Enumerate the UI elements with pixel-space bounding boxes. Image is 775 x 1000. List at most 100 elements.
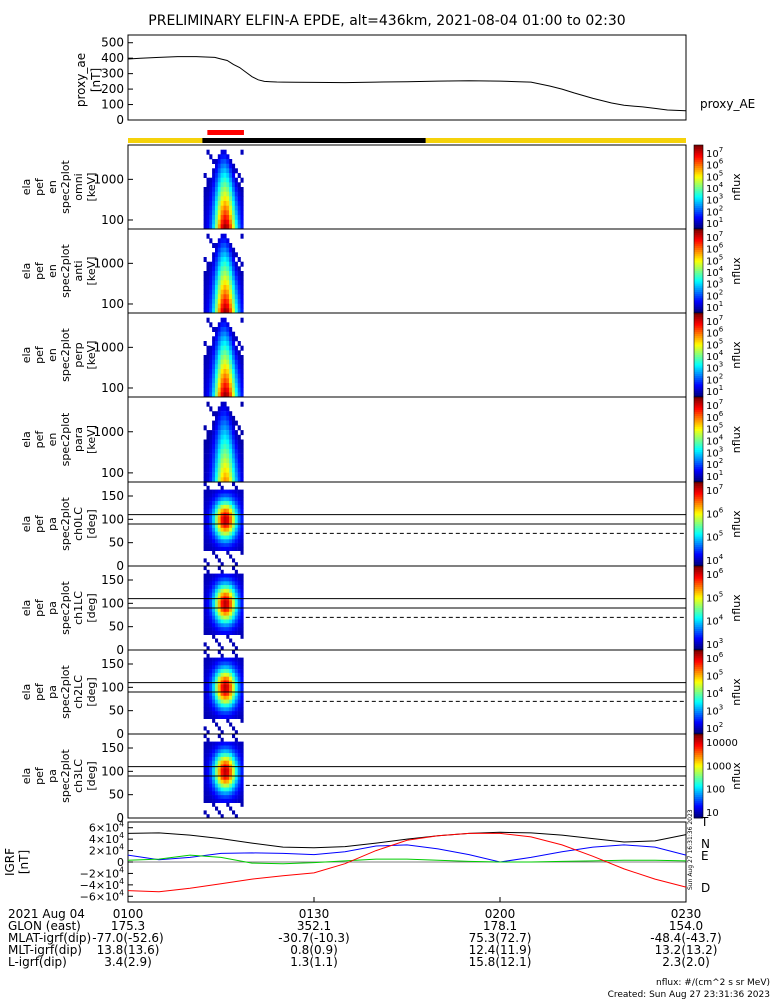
spec-cell (240, 275, 244, 281)
spec-cell (226, 619, 230, 624)
spec-ylabel: [deg] (85, 677, 98, 706)
colorbar-segment (694, 721, 703, 724)
proxy-ae-ytick-label: 0 (116, 113, 124, 127)
colorbar-segment (694, 155, 703, 158)
igrf-ylabel-unit: [nT] (17, 850, 31, 874)
spec-cell (215, 661, 219, 666)
spec-cell (226, 364, 230, 370)
spec-cell (220, 749, 224, 754)
spec-cell (212, 504, 216, 509)
spec-cell (209, 688, 213, 693)
spec-cell (220, 795, 224, 800)
spec-cell (240, 703, 244, 708)
spec-cell (206, 369, 210, 374)
spec-cell (206, 707, 210, 712)
spec-ytick-label: 1000 (93, 425, 124, 439)
spec-cell (212, 439, 216, 445)
spec-cell (206, 463, 210, 469)
spec-cell (220, 627, 224, 632)
spec-cell (215, 695, 219, 700)
spec-cell (226, 387, 230, 393)
spec-cell (229, 520, 233, 525)
spec-cell (226, 497, 230, 502)
spec-cell (226, 430, 230, 436)
colorbar-segment (694, 424, 703, 428)
spec-cell (206, 472, 210, 478)
spec-cell (237, 585, 241, 590)
spec-cell (232, 359, 236, 365)
spec-cell (226, 210, 230, 216)
footer-value: 0230 (671, 907, 702, 921)
spec-cell (229, 600, 233, 605)
spec-cell (212, 378, 216, 384)
spec-cell (232, 285, 236, 290)
spec-cell (223, 392, 227, 398)
spec-cell (217, 642, 221, 647)
spec-cell (206, 615, 210, 620)
spec-cell (240, 401, 244, 407)
spec-cell (206, 182, 210, 188)
spec-cell (203, 615, 207, 620)
spec-cell (220, 623, 224, 628)
spec-cell (232, 692, 236, 697)
spec-cell (229, 695, 233, 700)
spec-cell (226, 168, 230, 174)
spec-cell (217, 566, 221, 571)
spec-cell (226, 243, 230, 248)
spec-cell (203, 661, 207, 666)
spec-cell (206, 688, 210, 693)
spec-cell (215, 369, 219, 374)
spec-cell (215, 776, 219, 781)
colorbar-tick-label: 104 (706, 614, 724, 628)
spec-cell (215, 501, 219, 506)
spec-cell (226, 501, 230, 506)
colorbar-segment (694, 382, 703, 385)
spec-cell (234, 562, 238, 567)
spec-cell (212, 714, 216, 719)
spec-cell (234, 730, 238, 735)
spec-cell (203, 520, 207, 525)
spec-cell (209, 630, 213, 635)
spec-cell (206, 753, 210, 758)
spec-cell (226, 289, 230, 295)
colorbar-segment (694, 458, 703, 462)
spec-cell (223, 600, 227, 605)
spec-cell (217, 439, 221, 445)
spec-cell (215, 243, 219, 248)
spec-cell (209, 497, 213, 502)
spec-cell (229, 588, 233, 593)
spec-cell (220, 768, 224, 773)
spec-cell (217, 734, 221, 739)
spec-cell (232, 520, 236, 525)
spec-cell (232, 247, 236, 253)
spec-cell (215, 627, 219, 632)
spec-cell (232, 448, 236, 454)
spec-cell (232, 524, 236, 529)
colorbar-segment (694, 250, 703, 253)
spec-cell (226, 539, 230, 544)
colorbar-segment (694, 654, 703, 657)
spec-panel-3 (127, 396, 704, 483)
spec-cell (226, 159, 230, 164)
colorbar-segment (694, 176, 703, 179)
spec-cell (223, 745, 227, 750)
colorbar-segment (694, 633, 703, 636)
spec-cell (215, 745, 219, 750)
spec-cell (217, 373, 221, 379)
colorbar-segment (694, 163, 703, 167)
spec-cell (237, 369, 241, 374)
colorbar-segment (694, 555, 703, 558)
colorbar-segment (694, 807, 703, 810)
colorbar-segment (694, 197, 703, 200)
colorbar-segment (694, 603, 703, 607)
spec-cell (212, 501, 216, 506)
spec-cell (217, 711, 221, 716)
spec-cell (209, 406, 213, 412)
spec-panel-0 (127, 144, 704, 230)
spec-cell (217, 215, 221, 220)
spec-cell (223, 615, 227, 620)
spec-cell (223, 252, 227, 258)
spec-cell (209, 448, 213, 454)
colorbar-segment (694, 696, 703, 699)
